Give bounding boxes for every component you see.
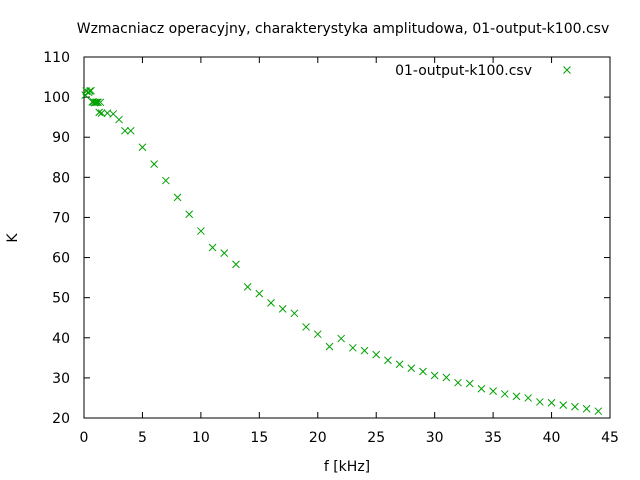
data-point [465,379,474,388]
legend-marker-cross [563,66,571,74]
data-point [115,115,123,124]
y-tick-label: 60 [52,251,70,267]
y-axis-label: K [5,233,21,243]
x-tick-label: 45 [601,430,619,446]
y-tick-label: 90 [52,130,70,146]
data-point [138,143,147,152]
data-point [348,343,357,352]
data-point [372,350,381,359]
data-point [90,98,99,107]
data-point [524,394,533,402]
x-axis: 0 5 10 15 20 25 30 35 40 45 [80,57,619,446]
data-point [290,309,299,318]
data-point [208,243,217,252]
data-point [267,299,275,307]
y-tick-label: 80 [52,170,70,186]
y-tick-label: 100 [43,90,70,106]
data-point [395,360,404,369]
data-point [419,367,427,376]
data-point [360,346,369,355]
data-point [384,356,392,365]
data-point [547,398,556,407]
data-point [87,86,95,95]
data-point [313,330,322,339]
x-tick-label: 35 [484,430,502,446]
data-point [232,260,240,269]
data-point [197,227,205,235]
x-tick-label: 25 [367,430,385,446]
data-point [571,402,579,411]
data-point [489,387,497,395]
data-point [442,373,451,382]
legend-marker [563,66,571,74]
data-point [454,378,462,387]
data-point [126,126,135,135]
x-tick-label: 10 [192,430,210,446]
data-point [95,108,104,117]
data-point [302,323,310,331]
data-point [85,87,94,95]
data-point [220,249,229,257]
data-point [161,176,170,185]
data-point [512,392,521,401]
data-point [96,98,105,107]
data-points [81,86,603,416]
data-point [185,210,194,219]
data-point [500,390,509,398]
x-tick-label: 40 [543,430,561,446]
data-point [93,98,101,107]
chart-title: Wzmacniacz operacyjny, charakterystyka a… [77,21,610,37]
data-point [430,371,439,380]
y-tick-label: 70 [52,210,70,226]
data-point [582,404,591,413]
data-point [325,342,334,351]
x-tick-label: 0 [80,430,89,446]
data-point [278,305,287,313]
y-tick-label: 110 [43,50,70,66]
data-point [337,334,346,343]
data-point [121,126,129,135]
data-point [173,193,182,202]
data-point [94,98,102,107]
data-point [407,364,416,373]
plot-frame [83,56,611,419]
data-point [255,289,264,298]
y-tick-label: 50 [52,291,70,307]
x-axis-label: f [kHz] [324,459,370,475]
data-point [150,160,158,168]
y-tick-label: 40 [52,331,70,347]
y-tick-label: 30 [52,371,70,387]
data-point [536,398,544,406]
legend: 01-output-k100.csv [395,63,571,79]
y-tick-label: 20 [52,411,70,427]
legend-label: 01-output-k100.csv [395,63,532,79]
data-point [594,407,603,416]
x-tick-label: 30 [426,430,444,446]
data-point [97,109,106,118]
x-tick-label: 5 [138,430,147,446]
data-point [477,384,486,393]
data-point [559,401,568,410]
data-point [243,282,252,291]
y-axis: 20 30 40 50 60 70 80 90 100 110 [43,50,610,427]
x-tick-label: 20 [309,430,327,446]
x-tick-label: 15 [250,430,268,446]
